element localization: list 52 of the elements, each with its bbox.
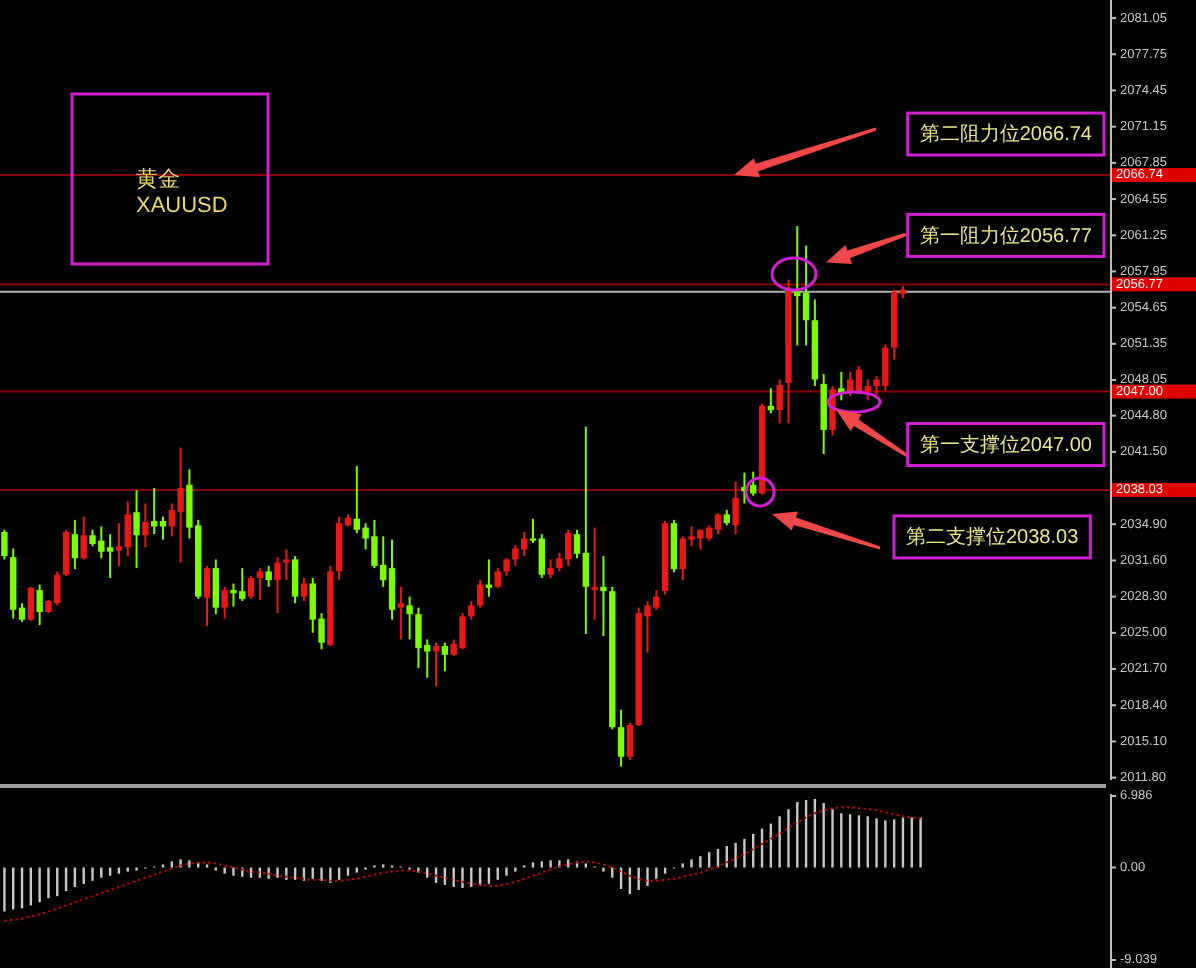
candlestick xyxy=(591,526,598,621)
candlestick xyxy=(177,446,184,564)
candlestick xyxy=(388,538,396,621)
candlestick xyxy=(494,567,501,589)
candlestick xyxy=(802,244,810,347)
candlestick xyxy=(512,544,519,567)
candlestick xyxy=(670,518,678,574)
candlestick xyxy=(221,585,228,620)
candlestick xyxy=(62,528,70,577)
candlestick xyxy=(406,595,413,641)
candlestick xyxy=(291,555,299,605)
candlestick xyxy=(415,606,422,669)
candlestick xyxy=(247,574,255,600)
candlestick xyxy=(256,567,264,601)
candlestick xyxy=(133,489,140,570)
candlestick xyxy=(203,564,211,628)
candlestick xyxy=(626,721,634,762)
candlestick xyxy=(397,585,405,641)
candlestick xyxy=(714,512,722,536)
candlestick xyxy=(468,600,475,621)
candlestick xyxy=(80,515,87,561)
candlestick xyxy=(142,502,149,549)
candlestick xyxy=(274,556,281,615)
candlestick xyxy=(538,533,545,579)
candlestick xyxy=(300,577,308,603)
candlestick xyxy=(27,585,35,622)
candlestick xyxy=(124,500,131,558)
candlestick xyxy=(283,548,290,582)
candlestick xyxy=(600,555,607,638)
annotation: 第二支撑位2038.03 xyxy=(906,525,1080,550)
candlestick xyxy=(441,641,449,673)
candlestick xyxy=(846,370,854,397)
candlestick xyxy=(1,528,8,561)
candlestick xyxy=(115,522,123,567)
candlestick xyxy=(582,425,590,635)
candlestick xyxy=(476,579,484,609)
candlestick xyxy=(776,378,783,425)
candlestick xyxy=(617,708,625,768)
candlestick xyxy=(864,378,871,402)
candlestick xyxy=(36,583,43,627)
annotation: 第二阻力位2066.74 xyxy=(919,122,1093,147)
candlestick xyxy=(547,558,554,579)
candlestick xyxy=(106,533,114,579)
candlestick xyxy=(71,518,79,571)
candlestick xyxy=(732,480,739,536)
annotation: 第一阻力位2056.77 xyxy=(919,223,1093,248)
annotation: 第一支撑位2047.00 xyxy=(919,432,1093,457)
candlestick xyxy=(820,373,827,456)
candlestick xyxy=(265,564,272,588)
candlestick xyxy=(212,558,220,616)
candlestick xyxy=(230,582,237,608)
line-series xyxy=(3,806,922,922)
